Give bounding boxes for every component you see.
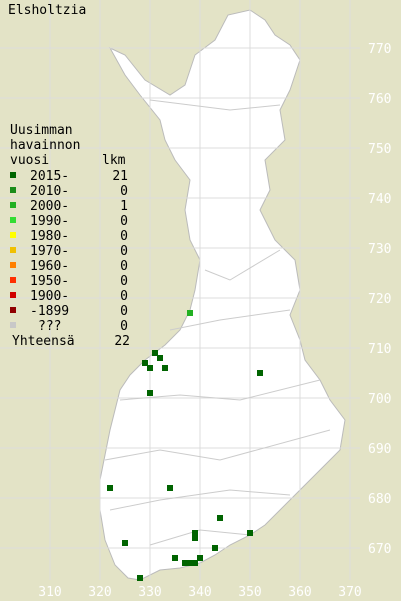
observation — [142, 360, 148, 366]
legend-swatch — [10, 292, 16, 298]
legend-heading: havainnon — [10, 138, 80, 153]
observation — [122, 540, 128, 546]
legend-count: 0 — [120, 244, 128, 259]
legend-label: 2000- — [30, 199, 69, 214]
legend-label: 1970- — [30, 244, 69, 259]
finland-outline — [99, 9, 346, 581]
legend-swatch — [10, 217, 16, 223]
observation — [152, 350, 158, 356]
legend-count-heading: lkm — [102, 153, 126, 168]
x-tick-label: 340 — [188, 585, 211, 600]
legend-heading: Uusimman — [10, 123, 73, 138]
y-tick-label: 720 — [368, 292, 391, 307]
observation — [172, 555, 178, 561]
legend-count: 0 — [120, 274, 128, 289]
legend-swatch — [10, 187, 16, 193]
x-tick-label: 310 — [38, 585, 61, 600]
legend-total-label: Yhteensä — [12, 334, 75, 349]
points — [107, 310, 263, 581]
observation — [162, 365, 168, 371]
legend-label: 1960- — [30, 259, 69, 274]
y-tick-label: 750 — [368, 142, 391, 157]
legend-swatch — [10, 262, 16, 268]
region-borders — [104, 99, 331, 546]
x-tick-label: 330 — [138, 585, 161, 600]
title: Elsholtzia — [8, 3, 86, 18]
legend-count: 0 — [120, 289, 128, 304]
legend-count: 0 — [120, 304, 128, 319]
y-tick-label: 740 — [368, 192, 391, 207]
legend-swatch — [10, 172, 16, 178]
y-tick-label: 710 — [368, 342, 391, 357]
legend-swatch — [10, 247, 16, 253]
observation — [257, 370, 263, 376]
legend-swatch — [10, 322, 16, 328]
legend-count: 0 — [120, 214, 128, 229]
observation — [217, 515, 223, 521]
y-tick-label: 770 — [368, 42, 391, 57]
legend-count: 0 — [120, 184, 128, 199]
x-tick-label: 370 — [338, 585, 361, 600]
legend-label: 2010- — [30, 184, 69, 199]
observation — [137, 575, 143, 581]
observation — [157, 355, 163, 361]
legend-count: 21 — [112, 169, 128, 184]
legend-swatch — [10, 307, 16, 313]
legend-count: 0 — [120, 319, 128, 334]
legend-label: 1950- — [30, 274, 69, 289]
legend-label: -1899 — [30, 304, 69, 319]
observation — [167, 485, 173, 491]
legend-label: 1990- — [30, 214, 69, 229]
legend-swatch — [10, 277, 16, 283]
observation — [187, 310, 193, 316]
observation — [212, 545, 218, 551]
y-tick-label: 670 — [368, 542, 391, 557]
observation — [197, 555, 203, 561]
y-tick-label: 690 — [368, 442, 391, 457]
legend-label: ??? — [38, 319, 61, 334]
observation — [107, 485, 113, 491]
legend-label: 2015- — [30, 169, 69, 184]
grid: 310 320 330 340 350 360 370 770 760 750 740 730 720 7… — [0, 0, 391, 600]
legend-total: 22 — [114, 334, 130, 349]
observation — [147, 365, 153, 371]
observation — [247, 530, 253, 536]
y-tick-label: 680 — [368, 492, 391, 507]
legend-swatch — [10, 232, 16, 238]
y-tick-label: 760 — [368, 92, 391, 107]
observation — [192, 560, 198, 566]
legend-heading: vuosi — [10, 153, 49, 168]
y-tick-label: 700 — [368, 392, 391, 407]
x-tick-label: 350 — [238, 585, 261, 600]
observation — [192, 530, 198, 536]
observation — [192, 535, 198, 541]
observation — [182, 560, 188, 566]
legend-count: 0 — [120, 229, 128, 244]
x-tick-label: 320 — [88, 585, 111, 600]
legend-swatch — [10, 202, 16, 208]
observation — [147, 390, 153, 396]
y-tick-label: 730 — [368, 242, 391, 257]
legend-count: 0 — [120, 259, 128, 274]
legend-label: 1980- — [30, 229, 69, 244]
legend-count: 1 — [120, 199, 128, 214]
legend-label: 1900- — [30, 289, 69, 304]
x-tick-label: 360 — [288, 585, 311, 600]
observation — [187, 560, 193, 566]
